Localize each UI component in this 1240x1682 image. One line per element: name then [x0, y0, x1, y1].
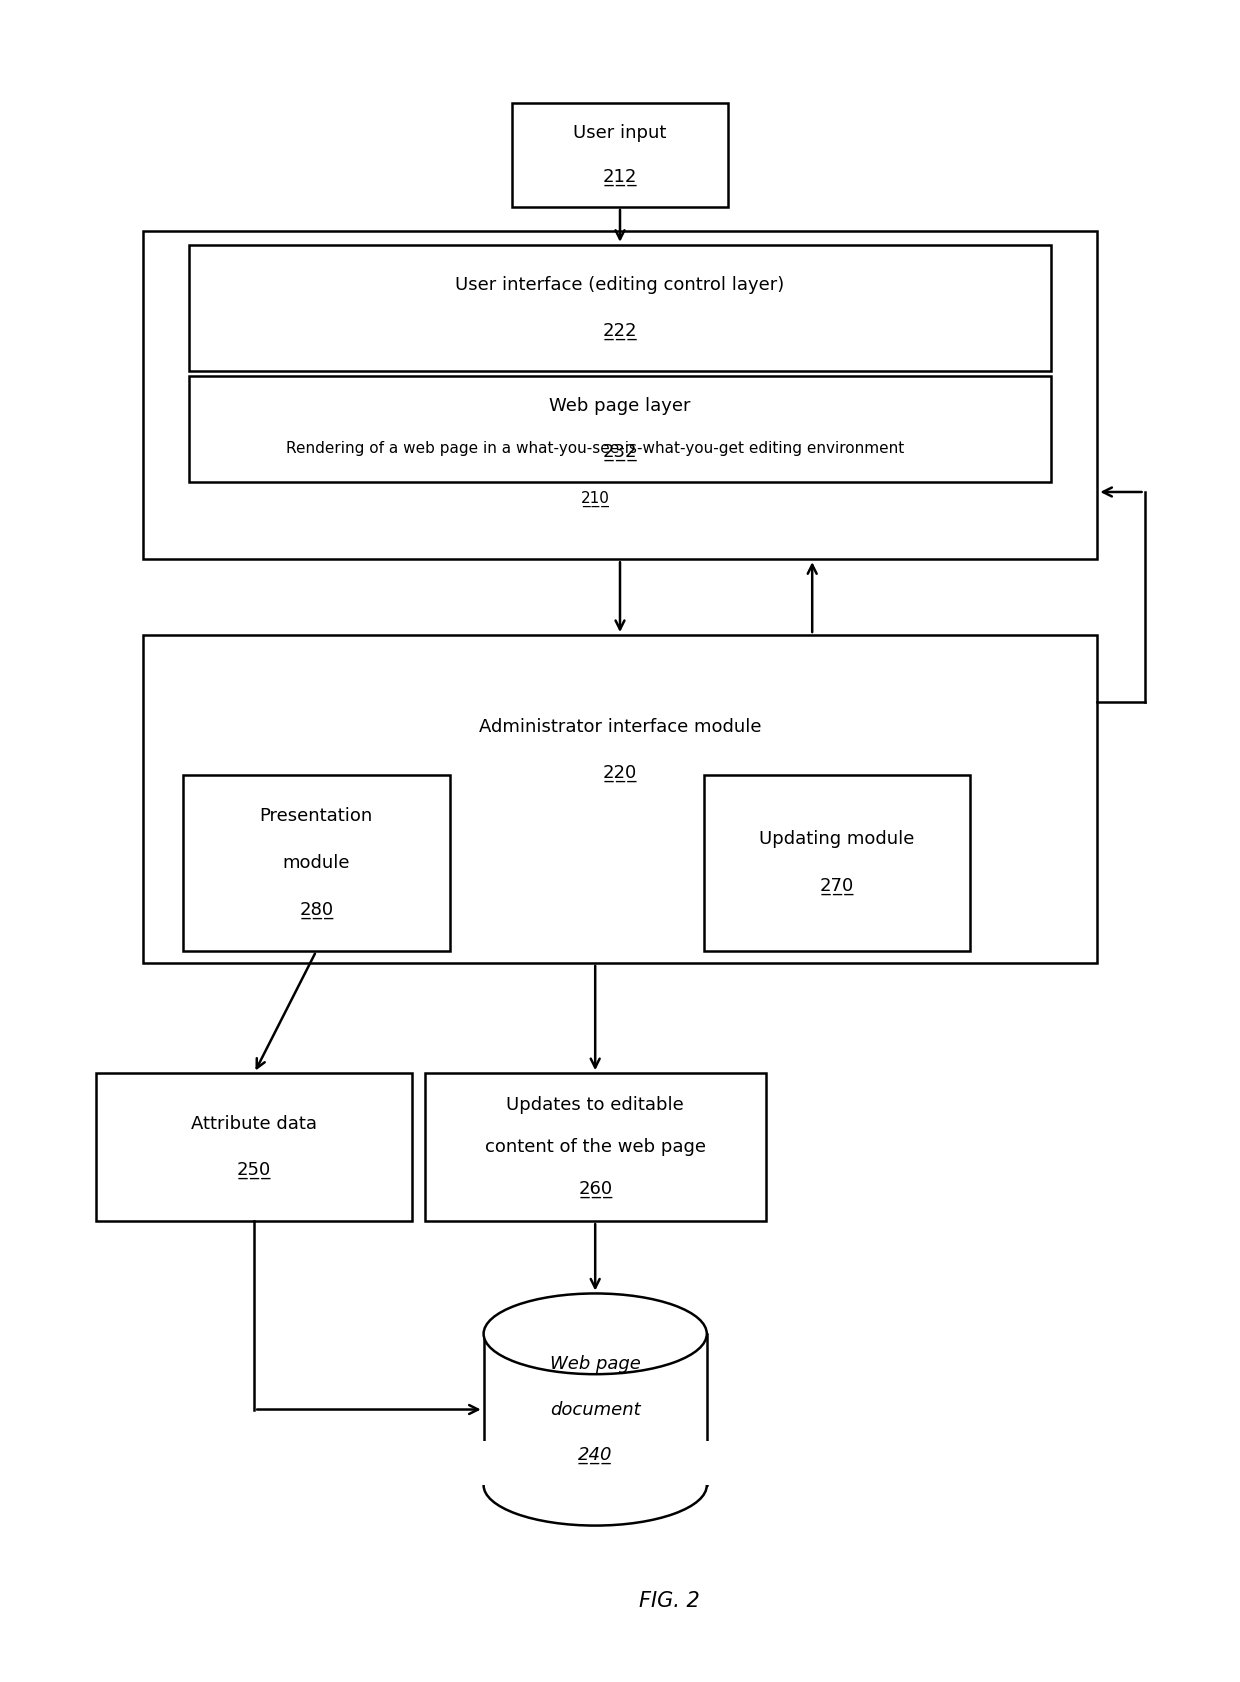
- FancyBboxPatch shape: [704, 774, 970, 952]
- Text: 2̲1̲2̲: 2̲1̲2̲: [603, 168, 637, 185]
- Text: 2̲6̲0̲: 2̲6̲0̲: [578, 1181, 613, 1198]
- Text: Web page: Web page: [549, 1356, 641, 1373]
- FancyBboxPatch shape: [143, 636, 1097, 962]
- Text: 2̲2̲2̲: 2̲2̲2̲: [603, 321, 637, 340]
- Text: 2̲2̲0̲: 2̲2̲0̲: [603, 764, 637, 782]
- FancyBboxPatch shape: [481, 1441, 709, 1485]
- Text: document: document: [549, 1401, 641, 1418]
- FancyBboxPatch shape: [424, 1073, 765, 1221]
- FancyBboxPatch shape: [143, 230, 1097, 560]
- Text: User interface (editing control layer): User interface (editing control layer): [455, 276, 785, 294]
- Text: User input: User input: [573, 124, 667, 141]
- Text: 2̲1̲0̲: 2̲1̲0̲: [580, 491, 610, 506]
- Text: 2̲3̲2̲: 2̲3̲2̲: [603, 442, 637, 461]
- Ellipse shape: [484, 1293, 707, 1374]
- Text: Administrator interface module: Administrator interface module: [479, 718, 761, 737]
- FancyBboxPatch shape: [95, 1073, 412, 1221]
- Text: Attribute data: Attribute data: [191, 1115, 317, 1134]
- Text: 2̲8̲0̲: 2̲8̲0̲: [299, 902, 334, 918]
- Text: Rendering of a web page in a what-you-see-is-what-you-get editing environment: Rendering of a web page in a what-you-se…: [286, 441, 904, 456]
- Text: Presentation: Presentation: [259, 807, 373, 824]
- FancyBboxPatch shape: [184, 774, 450, 952]
- Text: Web page layer: Web page layer: [549, 397, 691, 415]
- Text: 2̲4̲0̲: 2̲4̲0̲: [578, 1447, 613, 1463]
- Text: Updates to editable: Updates to editable: [506, 1097, 684, 1113]
- Ellipse shape: [484, 1445, 707, 1526]
- Text: content of the web page: content of the web page: [485, 1139, 706, 1156]
- Text: module: module: [283, 854, 350, 871]
- FancyBboxPatch shape: [484, 1334, 707, 1485]
- Text: Updating module: Updating module: [759, 831, 915, 848]
- Text: FIG. 2: FIG. 2: [640, 1591, 699, 1611]
- FancyBboxPatch shape: [511, 103, 728, 207]
- FancyBboxPatch shape: [190, 377, 1050, 483]
- FancyBboxPatch shape: [190, 246, 1050, 372]
- Text: 2̲5̲0̲: 2̲5̲0̲: [237, 1161, 272, 1179]
- Text: 2̲7̲0̲: 2̲7̲0̲: [820, 878, 854, 895]
